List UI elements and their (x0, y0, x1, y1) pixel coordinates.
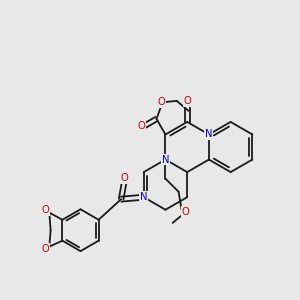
Text: N: N (205, 130, 213, 140)
Text: O: O (120, 173, 128, 183)
Text: O: O (41, 205, 49, 215)
Text: O: O (182, 207, 190, 217)
Text: N: N (140, 192, 148, 202)
Text: O: O (138, 121, 146, 130)
Text: O: O (41, 244, 49, 254)
Text: N: N (162, 154, 169, 165)
Text: O: O (157, 98, 165, 107)
Text: O: O (183, 96, 191, 106)
